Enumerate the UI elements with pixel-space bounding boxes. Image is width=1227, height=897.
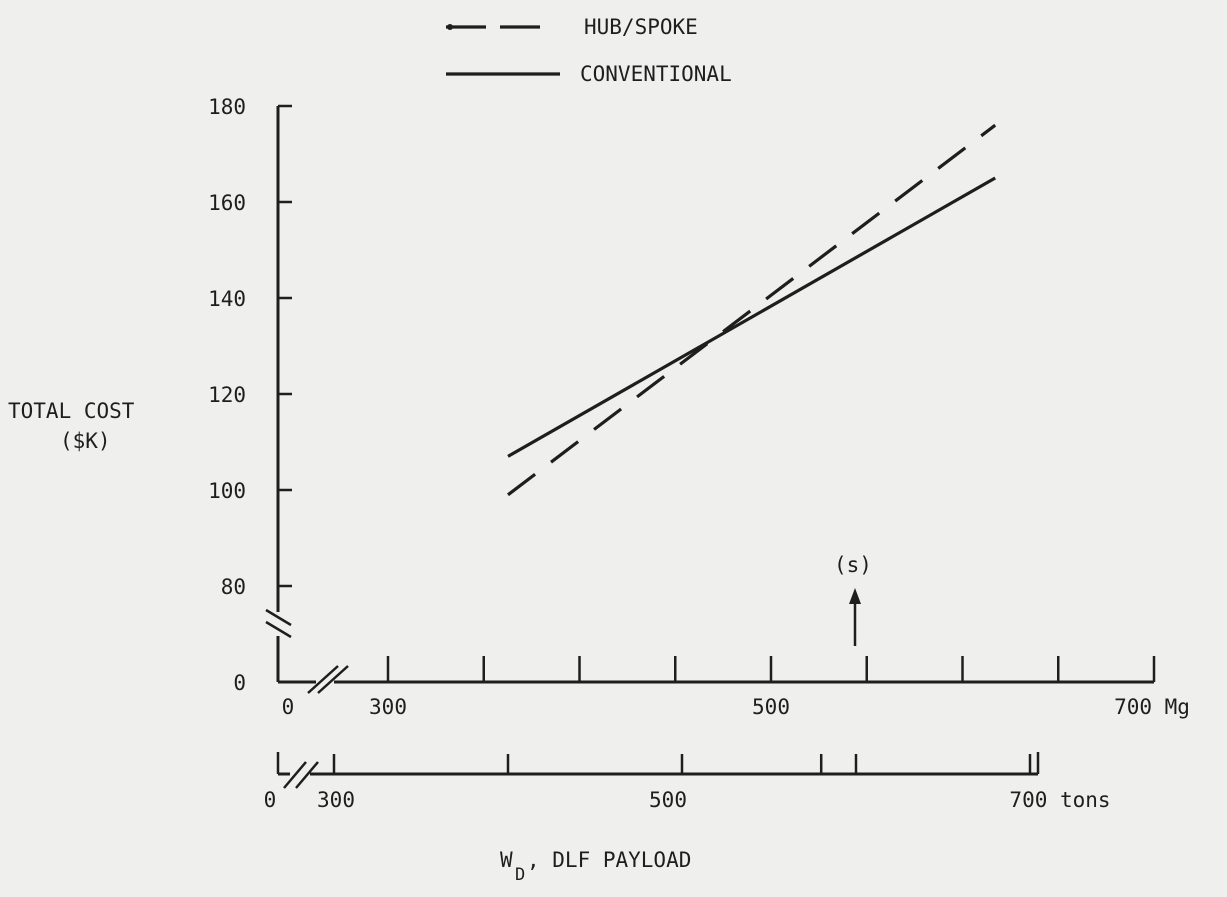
x-axis-mg: 0 300 500 700 Mg [278, 656, 1190, 719]
y-axis-break-mark [265, 608, 292, 627]
x-axis-tons-break-mark [295, 761, 319, 789]
x-tick-label-mg: 0 [282, 695, 295, 719]
x-axis-tons-break-mark [283, 761, 307, 789]
x-tick-label-mg: 500 [752, 695, 790, 719]
x-tick-label-mg: 300 [369, 695, 407, 719]
y-tick-label: 160 [208, 191, 246, 215]
x-axis-mg-break-mark [317, 665, 349, 694]
legend: HUB/SPOKE CONVENTIONAL [446, 15, 732, 86]
y-tick-label: 140 [208, 287, 246, 311]
x-tick-label-tons: 500 [649, 788, 687, 812]
y-tick-label: 120 [208, 383, 246, 407]
legend-hub-spoke-label: HUB/SPOKE [584, 15, 698, 39]
x-axis-tons: 0 300 500 700 tons [264, 752, 1111, 812]
series-line-conventional [507, 176, 996, 458]
y-tick-label: 100 [208, 479, 246, 503]
x-tick-label-tons: 300 [317, 788, 355, 812]
annotation-s-label: (s) [834, 553, 872, 577]
legend-conventional-label: CONVENTIONAL [580, 62, 732, 86]
x-axis-title-main: W [500, 848, 513, 872]
legend-hub-spoke-dot [447, 24, 453, 30]
x-axis-mg-break-mark [307, 665, 339, 694]
y-axis-title-line2: ($K) [60, 429, 111, 453]
annotation-s: (s) [834, 553, 872, 646]
x-tick-label-tons: 0 [264, 788, 277, 812]
y-tick-label: 180 [208, 95, 246, 119]
x-axis-title: W D , DLF PAYLOAD [500, 848, 691, 885]
y-tick-label: 80 [221, 575, 246, 599]
y-axis: 0 80 100 120 140 160 180 [208, 95, 292, 695]
y-axis-break-mark [265, 620, 292, 639]
series-line-hub-spoke [507, 123, 997, 497]
y-axis-title-line1: TOTAL COST [8, 399, 135, 423]
x-axis-title-rest: , DLF PAYLOAD [527, 848, 691, 872]
x-tick-label-tons: 700 tons [1009, 788, 1110, 812]
annotation-arrowhead-icon [849, 588, 861, 604]
y-tick-label: 0 [233, 671, 246, 695]
x-tick-label-mg: 700 Mg [1114, 695, 1190, 719]
plot-series [507, 123, 997, 497]
x-axis-title-sub: D [515, 865, 525, 885]
